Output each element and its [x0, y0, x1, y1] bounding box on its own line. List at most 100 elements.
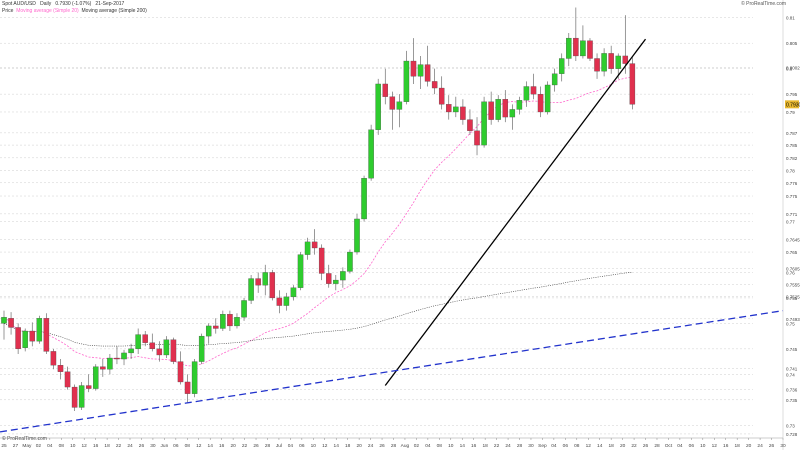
candle-body	[156, 348, 163, 356]
candle-up	[396, 94, 403, 128]
brand-bottom-left: © ProRealTime.com	[2, 436, 47, 442]
x-tick-label: 18	[735, 443, 741, 449]
y-tick-label: 0.771	[786, 212, 798, 217]
candle-body	[438, 87, 445, 105]
candle-down	[29, 322, 35, 347]
candle-body	[460, 106, 466, 120]
candle-body	[481, 101, 487, 146]
candle-up	[368, 124, 374, 181]
x-tick-label: 18	[608, 443, 614, 449]
candle-body	[622, 55, 629, 64]
x-tick-label: 06	[173, 443, 179, 449]
candle-up	[241, 297, 247, 321]
candle-down	[311, 229, 318, 255]
candle-up	[283, 292, 290, 311]
candle-down	[85, 374, 92, 393]
candle-up	[304, 237, 311, 260]
candle-body	[573, 37, 579, 57]
candle-body	[304, 241, 311, 255]
candle-body	[213, 325, 219, 329]
y-tick-label: 0.8002	[786, 66, 800, 71]
candle-up	[347, 249, 353, 274]
candle-down	[227, 310, 233, 332]
x-tick-label: 20	[746, 443, 752, 449]
candle-up	[375, 78, 381, 135]
y-tick-label: 0.73	[786, 423, 795, 428]
candle-body	[594, 58, 600, 72]
candle-body	[354, 218, 360, 253]
candle-up	[354, 213, 360, 255]
candle-body	[43, 318, 50, 352]
x-tick-label: 10	[448, 443, 454, 449]
x-tick-label: 22	[494, 443, 500, 449]
candle-body	[255, 278, 261, 286]
x-tick-label: 26	[643, 443, 649, 449]
candle-up	[551, 68, 558, 92]
symbol-label: Spot AUD/USD	[2, 1, 36, 7]
ma20-line	[3, 76, 633, 367]
x-tick-label: 25	[1, 443, 7, 449]
candle-body	[502, 99, 509, 118]
candle-down	[326, 264, 332, 288]
y-tick-label: 0.755	[786, 296, 798, 301]
candle-up	[297, 252, 304, 291]
candle-up	[121, 349, 127, 366]
x-tick-label: 16	[723, 443, 729, 449]
current-price-box	[785, 100, 799, 109]
x-tick-label: 10	[70, 443, 76, 449]
x-tick-label: 26	[139, 443, 145, 449]
candle-body	[368, 129, 374, 179]
candle-down	[431, 68, 438, 95]
candle-body	[495, 99, 501, 120]
x-tick-label: 28	[517, 443, 523, 449]
y-tick-label: 0.765	[786, 250, 798, 255]
candle-down	[318, 244, 325, 281]
x-tick-label: Jul	[276, 443, 282, 449]
candle-up	[22, 328, 28, 352]
x-tick-label: 04	[288, 443, 294, 449]
candle-up	[290, 285, 297, 301]
candle-down	[594, 53, 600, 79]
candle-down	[537, 86, 544, 118]
y-tick-label: 0.795	[786, 92, 798, 97]
x-tick-label: 14	[460, 443, 466, 449]
candle-body	[361, 178, 367, 220]
y-tick-label: 0.78	[786, 169, 795, 174]
candle-body	[566, 37, 572, 59]
candle-body	[276, 297, 283, 306]
candle-body	[85, 385, 92, 389]
current-price-tag: 0.7930	[785, 100, 800, 109]
legend-ma200: Moving average (Simple 200)	[81, 8, 147, 14]
x-tick-label: 24	[757, 443, 763, 449]
candle-up	[523, 81, 530, 107]
candle-down	[156, 341, 163, 362]
candle-body	[551, 73, 558, 86]
date-label: 21-Sep-2017	[95, 1, 125, 7]
trend-lines	[0, 38, 784, 433]
uptrend-line	[384, 38, 647, 386]
brand-top-right: © ProRealTime.com	[741, 1, 786, 7]
x-tick-label: 08	[185, 443, 191, 449]
x-tick-label: 24	[368, 443, 374, 449]
candle-body	[220, 314, 226, 329]
x-tick-label: Sep	[538, 443, 547, 449]
candle-body	[509, 109, 516, 118]
y-tick-label: 0.728	[786, 432, 798, 437]
x-tick-label: 16	[219, 443, 225, 449]
y-tick-label: 0.76	[786, 270, 795, 275]
y-tick-label: 0.81	[786, 16, 795, 21]
candle-body	[283, 296, 290, 306]
x-tick-label: 10	[311, 443, 317, 449]
candle-body	[191, 361, 198, 394]
candle-down	[71, 384, 78, 412]
candle-body	[410, 60, 417, 77]
candle-body	[100, 366, 106, 370]
candle-up	[417, 55, 424, 90]
candle-body	[290, 287, 297, 298]
x-tick-label: 04	[677, 443, 683, 449]
x-tick-label: 28	[265, 443, 271, 449]
x-tick-label: 12	[322, 443, 328, 449]
indicator-overlays	[3, 76, 633, 367]
